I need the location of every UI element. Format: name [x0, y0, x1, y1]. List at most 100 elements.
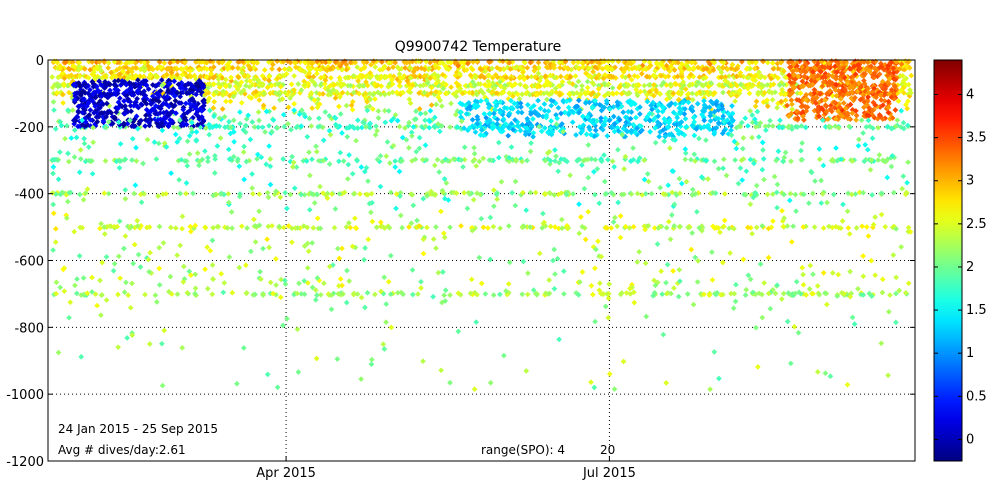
- data-point: [218, 270, 225, 277]
- data-point: [636, 248, 642, 255]
- data-point: [416, 134, 423, 141]
- data-point: [898, 107, 905, 114]
- data-point: [743, 66, 750, 72]
- data-point: [97, 225, 103, 232]
- data-point: [664, 261, 671, 268]
- data-point: [362, 304, 368, 311]
- data-point: [116, 218, 123, 225]
- data-point: [226, 83, 233, 90]
- data-point: [223, 98, 229, 105]
- data-point: [760, 147, 766, 153]
- data-point: [517, 81, 524, 88]
- data-point: [447, 224, 453, 231]
- data-point: [137, 264, 144, 270]
- data-point: [879, 289, 886, 296]
- data-point: [476, 254, 483, 261]
- data-point: [209, 291, 216, 298]
- data-point: [684, 291, 691, 297]
- data-point: [669, 212, 675, 218]
- data-point: [417, 110, 424, 117]
- data-point: [696, 135, 702, 142]
- data-point: [170, 124, 177, 131]
- data-point: [172, 225, 179, 231]
- data-point: [799, 140, 805, 146]
- data-point: [334, 245, 341, 252]
- data-point: [265, 194, 272, 201]
- data-point: [765, 254, 772, 261]
- data-point: [248, 248, 254, 255]
- data-point: [116, 165, 123, 171]
- data-point: [179, 225, 185, 232]
- data-point: [243, 262, 249, 269]
- data-point: [255, 109, 262, 115]
- data-point: [383, 301, 390, 307]
- data-point: [524, 64, 531, 71]
- data-point: [631, 73, 638, 79]
- data-point: [716, 65, 723, 72]
- data-point: [103, 254, 110, 260]
- data-point: [336, 158, 342, 165]
- data-point: [277, 194, 284, 201]
- data-point: [709, 249, 715, 256]
- data-point: [250, 190, 256, 197]
- data-point: [63, 122, 70, 129]
- data-point: [890, 252, 897, 258]
- data-point: [52, 239, 59, 245]
- data-point: [737, 72, 744, 79]
- data-point: [816, 156, 823, 163]
- data-point: [236, 163, 243, 170]
- data-point: [528, 140, 534, 146]
- data-point: [313, 355, 320, 362]
- data-point: [305, 248, 312, 255]
- data-point: [514, 64, 520, 71]
- data-point: [605, 58, 612, 65]
- data-point: [771, 173, 778, 180]
- data-point: [257, 268, 263, 275]
- data-point: [406, 144, 412, 151]
- data-point: [764, 59, 771, 66]
- data-point: [570, 59, 577, 66]
- data-point: [663, 224, 670, 231]
- data-point: [244, 72, 251, 79]
- data-point: [176, 176, 182, 183]
- data-point: [724, 66, 731, 73]
- data-point: [622, 74, 629, 81]
- data-point: [137, 73, 144, 80]
- data-point: [753, 224, 760, 231]
- data-point: [396, 123, 403, 130]
- data-point: [665, 218, 672, 225]
- data-points: [49, 58, 915, 393]
- data-point: [347, 224, 354, 231]
- data-point: [563, 74, 569, 81]
- data-point: [117, 275, 123, 282]
- data-point: [760, 156, 767, 162]
- data-point: [642, 260, 649, 267]
- data-point: [230, 117, 237, 124]
- data-point: [410, 202, 417, 209]
- data-point: [769, 123, 776, 129]
- data-point: [801, 73, 808, 80]
- data-point: [480, 155, 487, 162]
- data-point: [689, 96, 696, 103]
- data-point: [308, 123, 315, 129]
- data-point: [792, 191, 799, 198]
- data-point: [434, 156, 441, 163]
- data-point: [167, 273, 174, 280]
- data-point: [352, 224, 359, 231]
- data-point: [67, 299, 74, 306]
- data-point: [536, 250, 543, 257]
- data-point: [497, 291, 503, 298]
- data-point: [289, 239, 295, 246]
- data-point: [485, 225, 491, 231]
- data-point: [761, 280, 768, 286]
- data-point: [80, 275, 87, 281]
- data-point: [503, 74, 510, 81]
- data-point: [251, 216, 257, 223]
- data-point: [478, 280, 485, 287]
- data-point: [790, 223, 797, 230]
- data-point: [592, 318, 598, 325]
- data-point: [68, 135, 75, 141]
- data-point: [567, 74, 573, 81]
- data-point: [899, 72, 906, 79]
- data-point: [129, 135, 136, 142]
